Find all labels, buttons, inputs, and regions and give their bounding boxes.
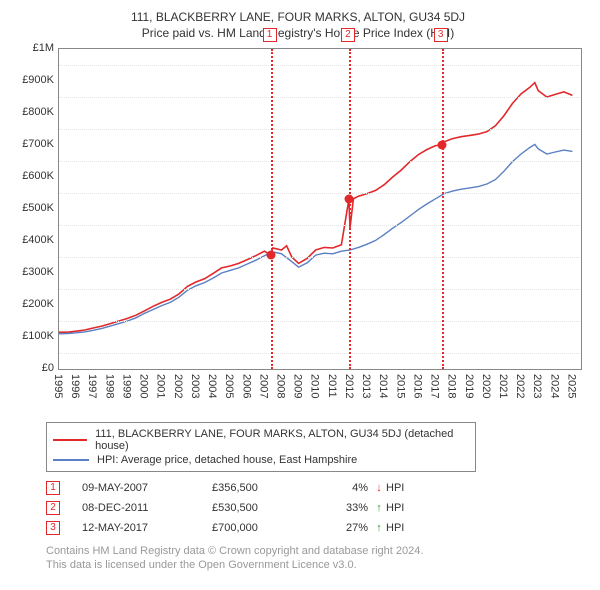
x-axis-label: 2006: [240, 370, 252, 410]
x-axis-label: 2011: [326, 370, 338, 410]
x-axis-label: 1995: [52, 370, 64, 410]
sale-price: £530,500: [212, 502, 322, 514]
x-axis-label: 2005: [223, 370, 235, 410]
x-axis-label: 1999: [120, 370, 132, 410]
legend-label: 111, BLACKBERRY LANE, FOUR MARKS, ALTON,…: [95, 428, 469, 452]
attribution-line: Contains HM Land Registry data © Crown c…: [46, 544, 586, 558]
x-axis-label: 2025: [565, 370, 577, 410]
legend-swatch-hpi: [53, 459, 89, 461]
y-axis-label: £1M: [8, 42, 54, 54]
chart-title: 111, BLACKBERRY LANE, FOUR MARKS, ALTON,…: [8, 10, 588, 24]
x-axis-label: 2021: [497, 370, 509, 410]
sale-annotation-box: 3: [434, 28, 448, 42]
x-axis-label: 2019: [463, 370, 475, 410]
x-axis-label: 2004: [206, 370, 218, 410]
sale-arrow-icon: ↑: [372, 502, 386, 514]
chart-subtitle: Price paid vs. HM Land Registry's House …: [8, 26, 588, 40]
sale-date: 09-MAY-2007: [82, 482, 212, 494]
x-axis-label: 2022: [514, 370, 526, 410]
sale-date: 12-MAY-2017: [82, 522, 212, 534]
series-line-hpi: [59, 144, 572, 333]
sale-row: 3 12-MAY-2017£700,00027%↑HPI: [46, 518, 586, 538]
x-axis-label: 2017: [429, 370, 441, 410]
x-axis-label: 2020: [480, 370, 492, 410]
y-axis-label: £0: [8, 362, 54, 374]
x-axis-label: 2018: [446, 370, 458, 410]
x-axis-label: 2023: [531, 370, 543, 410]
sale-row: 1 09-MAY-2007£356,5004%↓HPI: [46, 478, 586, 498]
x-axis-label: 2002: [172, 370, 184, 410]
sale-hpi-label: HPI: [386, 522, 426, 534]
attribution-line: This data is licensed under the Open Gov…: [46, 558, 586, 572]
x-axis-label: 2007: [257, 370, 269, 410]
x-axis-label: 2015: [394, 370, 406, 410]
x-axis-label: 1996: [69, 370, 81, 410]
y-axis-label: £800K: [8, 106, 54, 118]
sale-vline: [442, 49, 444, 369]
attribution: Contains HM Land Registry data © Crown c…: [46, 544, 586, 573]
sale-index-box: 1: [46, 481, 60, 495]
y-axis-label: £700K: [8, 138, 54, 150]
legend: 111, BLACKBERRY LANE, FOUR MARKS, ALTON,…: [46, 422, 476, 472]
sale-pct: 27%: [322, 522, 372, 534]
sale-price: £356,500: [212, 482, 322, 494]
sale-index-box: 3: [46, 521, 60, 535]
legend-item: 111, BLACKBERRY LANE, FOUR MARKS, ALTON,…: [53, 427, 469, 453]
sale-annotation-box: 2: [341, 28, 355, 42]
sale-marker-dot: [344, 195, 353, 204]
y-axis-label: £200K: [8, 298, 54, 310]
y-axis-label: £100K: [8, 330, 54, 342]
chart-container: 111, BLACKBERRY LANE, FOUR MARKS, ALTON,…: [0, 0, 600, 590]
x-axis-label: 2000: [138, 370, 150, 410]
x-axis-label: 1998: [103, 370, 115, 410]
x-axis-label: 2009: [292, 370, 304, 410]
chart-area: £0 £100K £200K £300K £400K £500K £600K £700K £80…: [8, 48, 588, 410]
sale-marker-dot: [437, 141, 446, 150]
legend-item: HPI: Average price, detached house, East…: [53, 453, 469, 467]
y-axis-label: £600K: [8, 170, 54, 182]
sale-marker-dot: [266, 250, 275, 259]
sale-row: 2 08-DEC-2011£530,50033%↑HPI: [46, 498, 586, 518]
plot-region: [58, 48, 582, 370]
sale-pct: 4%: [322, 482, 372, 494]
sale-arrow-icon: ↓: [372, 482, 386, 494]
x-axis-label: 2010: [309, 370, 321, 410]
sale-hpi-label: HPI: [386, 502, 426, 514]
legend-label: HPI: Average price, detached house, East…: [97, 454, 357, 466]
y-axis-label: £300K: [8, 266, 54, 278]
sale-hpi-label: HPI: [386, 482, 426, 494]
x-axis-label: 2001: [155, 370, 167, 410]
x-axis-label: 1997: [86, 370, 98, 410]
sale-vline: [271, 49, 273, 369]
x-axis-label: 2014: [377, 370, 389, 410]
legend-swatch-price: [53, 439, 87, 441]
sale-date: 08-DEC-2011: [82, 502, 212, 514]
x-axis-label: 2013: [360, 370, 372, 410]
x-axis-label: 2012: [343, 370, 355, 410]
sale-index-box: 2: [46, 501, 60, 515]
x-axis-label: 2008: [274, 370, 286, 410]
y-axis-label: £400K: [8, 234, 54, 246]
x-axis-label: 2003: [189, 370, 201, 410]
sales-table: 109-MAY-2007£356,5004%↓HPI208-DEC-2011£5…: [46, 478, 586, 538]
x-axis-label: 2016: [411, 370, 423, 410]
sale-annotation-box: 1: [263, 28, 277, 42]
sale-price: £700,000: [212, 522, 322, 534]
x-axis-label: 2024: [548, 370, 560, 410]
sale-arrow-icon: ↑: [372, 522, 386, 534]
sale-pct: 33%: [322, 502, 372, 514]
y-axis-label: £900K: [8, 74, 54, 86]
y-axis-label: £500K: [8, 202, 54, 214]
series-line-price_paid: [59, 83, 572, 333]
sale-vline: [349, 49, 351, 369]
